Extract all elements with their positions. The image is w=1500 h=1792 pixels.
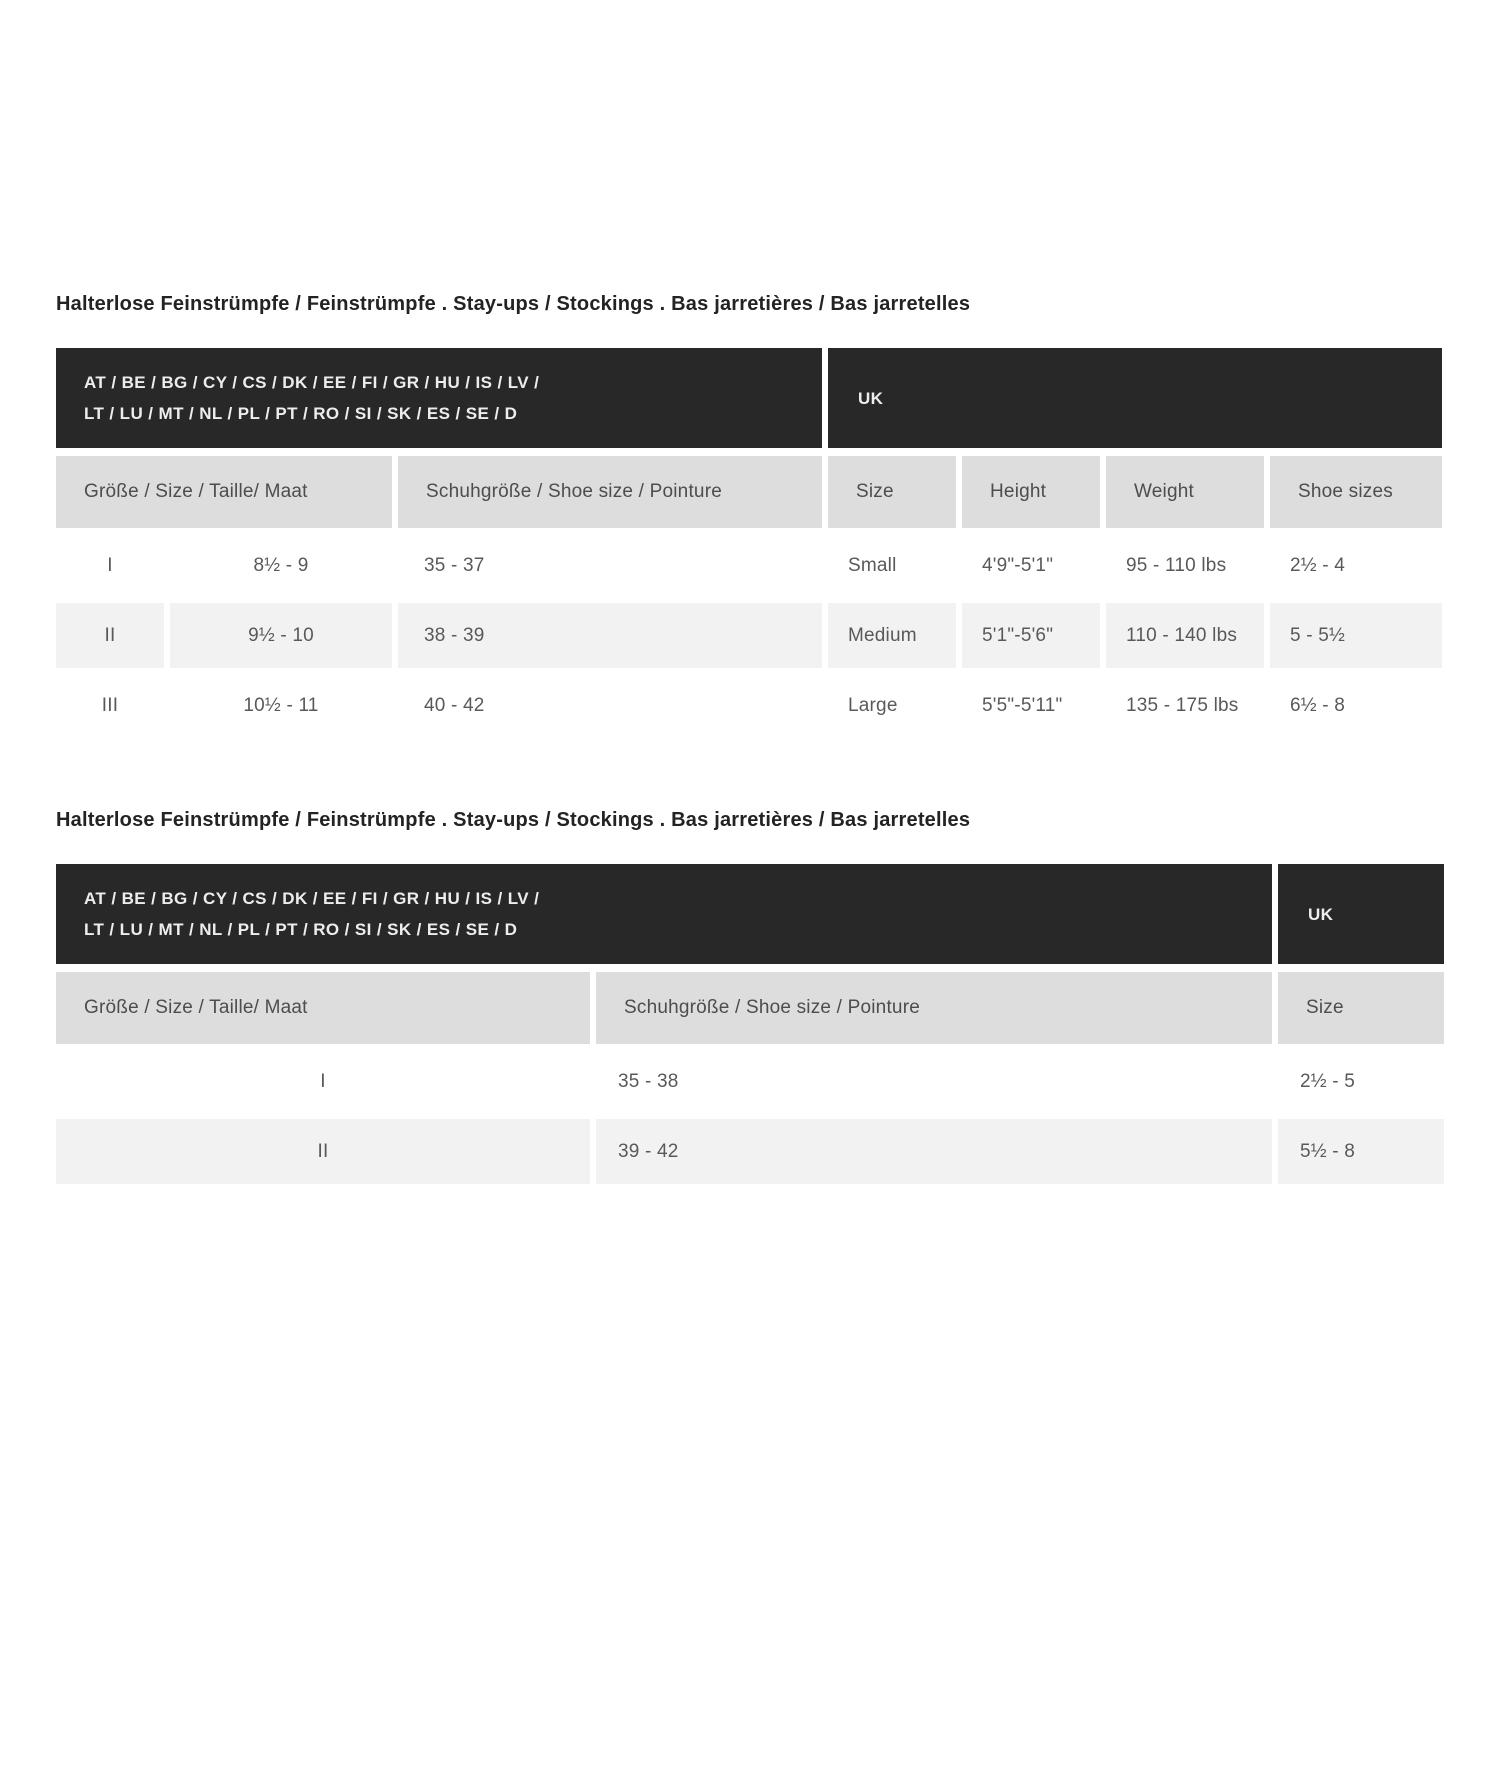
cell-uk-shoe: 2½ - 4 [1290, 554, 1346, 576]
cell-uk-height: 4'9"-5'1" [982, 554, 1054, 576]
cell-uk-size: Large [848, 694, 898, 716]
cell-size-numeral: I [320, 1070, 326, 1092]
cell-uk-size: Small [848, 554, 897, 576]
cell-size-numeral: I [107, 554, 113, 576]
cell-groesse: 9½ - 10 [170, 603, 392, 668]
cell-groesse: 10½ - 11 [243, 694, 319, 716]
table-row: I 35 - 38 2½ - 5 [56, 1049, 1444, 1114]
cell-uk-size: 5½ - 8 [1278, 1119, 1444, 1184]
cell-uk-shoe: 5 - 5½ [1270, 603, 1442, 668]
uk-header: UK [1278, 864, 1444, 964]
table-row: II 39 - 42 5½ - 8 [56, 1119, 1444, 1184]
column-header-size: Größe / Size / Taille/ Maat [56, 456, 392, 528]
cell-shoe-size-eu: 35 - 38 [618, 1070, 679, 1092]
cell-uk-height: 5'1"-5'6" [962, 603, 1100, 668]
cell-uk-size: Medium [828, 603, 956, 668]
uk-header: UK [828, 348, 1442, 448]
size-chart-page: Halterlose Feinstrümpfe / Feinstrümpfe .… [0, 292, 1500, 1184]
cell-shoe-size-eu: 39 - 42 [596, 1119, 1272, 1184]
cell-shoe-size-eu: 40 - 42 [424, 694, 485, 716]
table-row: III 10½ - 11 40 - 42 Large 5'5"-5'11" 13… [56, 673, 1444, 738]
cell-size-numeral: II [56, 603, 164, 668]
eu-countries-line1: AT / BE / BG / CY / CS / DK / EE / FI / … [84, 373, 540, 392]
cell-uk-weight: 135 - 175 lbs [1126, 694, 1239, 716]
cell-uk-weight: 95 - 110 lbs [1126, 554, 1227, 576]
cell-shoe-size-eu: 35 - 37 [424, 554, 485, 576]
eu-countries-header: AT / BE / BG / CY / CS / DK / EE / FI / … [56, 348, 822, 448]
table-row: I 8½ - 9 35 - 37 Small 4'9"-5'1" 95 - 11… [56, 533, 1444, 598]
column-header-uk-weight: Weight [1106, 456, 1264, 528]
column-header-row: Größe / Size / Taille/ Maat Schuhgröße /… [56, 972, 1444, 1044]
eu-countries-line2: LT / LU / MT / NL / PL / PT / RO / SI / … [84, 404, 518, 423]
column-header-size: Größe / Size / Taille/ Maat [56, 972, 590, 1044]
column-header-shoe-size: Schuhgröße / Shoe size / Pointure [398, 456, 822, 528]
eu-countries-header: AT / BE / BG / CY / CS / DK / EE / FI / … [56, 864, 1272, 964]
cell-uk-shoe: 6½ - 8 [1290, 694, 1346, 716]
column-header-uk-size: Size [1278, 972, 1444, 1044]
size-table-stayups-simple: AT / BE / BG / CY / CS / DK / EE / FI / … [56, 864, 1444, 1184]
column-header-shoe-size: Schuhgröße / Shoe size / Pointure [596, 972, 1272, 1044]
eu-countries-line2: LT / LU / MT / NL / PL / PT / RO / SI / … [84, 920, 518, 939]
column-header-row: Größe / Size / Taille/ Maat Schuhgröße /… [56, 456, 1444, 528]
column-header-uk-shoe-sizes: Shoe sizes [1270, 456, 1442, 528]
uk-header-label: UK [858, 388, 884, 408]
region-header-row: AT / BE / BG / CY / CS / DK / EE / FI / … [56, 864, 1444, 964]
eu-countries-line1: AT / BE / BG / CY / CS / DK / EE / FI / … [84, 889, 540, 908]
cell-size-numeral: III [101, 694, 119, 716]
column-header-uk-size: Size [828, 456, 956, 528]
column-header-uk-height: Height [962, 456, 1100, 528]
uk-header-label: UK [1308, 904, 1334, 924]
region-header-row: AT / BE / BG / CY / CS / DK / EE / FI / … [56, 348, 1444, 448]
section1-title: Halterlose Feinstrümpfe / Feinstrümpfe .… [56, 293, 971, 315]
cell-size-numeral: II [56, 1119, 590, 1184]
cell-groesse: 8½ - 9 [253, 554, 309, 576]
cell-uk-height: 5'5"-5'11" [982, 694, 1063, 716]
section2-title: Halterlose Feinstrümpfe / Feinstrümpfe .… [56, 809, 971, 831]
table-row: II 9½ - 10 38 - 39 Medium 5'1"-5'6" 110 … [56, 603, 1444, 668]
size-table-stayups-intl: AT / BE / BG / CY / CS / DK / EE / FI / … [56, 348, 1444, 738]
cell-uk-size: 2½ - 5 [1300, 1070, 1356, 1092]
cell-shoe-size-eu: 38 - 39 [398, 603, 822, 668]
cell-uk-weight: 110 - 140 lbs [1106, 603, 1264, 668]
